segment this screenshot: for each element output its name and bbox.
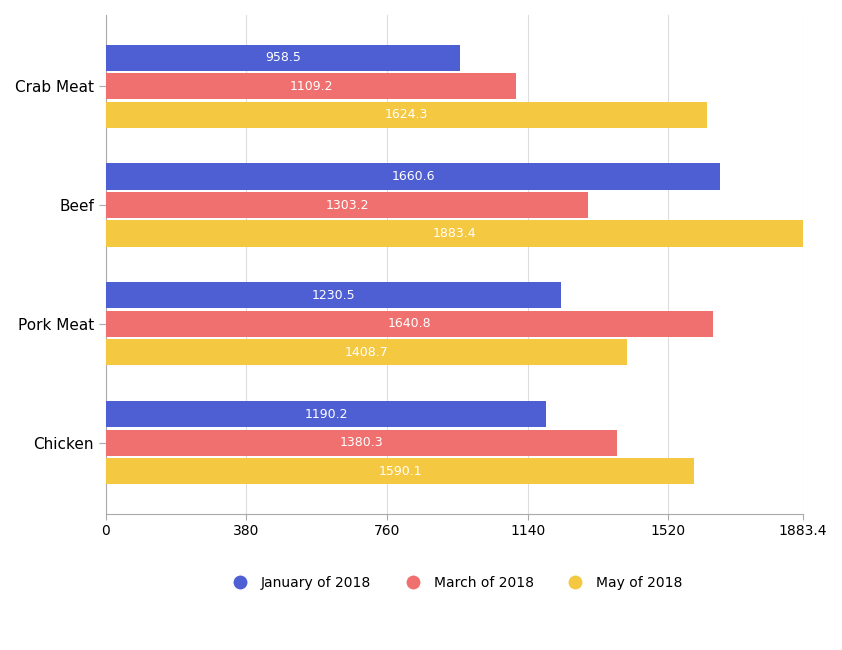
Text: 1590.1: 1590.1 [378,465,422,478]
Bar [106,401,546,427]
Bar [106,192,588,218]
Text: 1190.2: 1190.2 [304,408,348,421]
Text: 1380.3: 1380.3 [339,436,383,449]
Text: 1660.6: 1660.6 [392,170,434,183]
Bar [106,101,707,128]
Text: 958.5: 958.5 [265,51,301,64]
Bar [106,73,516,99]
Text: 1109.2: 1109.2 [290,80,333,93]
Bar [106,430,616,456]
Bar [106,282,561,308]
Text: 1883.4: 1883.4 [433,227,476,240]
Legend: January of 2018, March of 2018, May of 2018: January of 2018, March of 2018, May of 2… [221,571,688,596]
Bar [106,220,802,246]
Text: 1640.8: 1640.8 [387,317,431,330]
Bar [106,458,694,484]
Bar [106,164,720,190]
Text: 1624.3: 1624.3 [385,109,428,122]
Text: 1230.5: 1230.5 [312,289,355,302]
Bar [106,311,713,337]
Bar [106,339,627,365]
Bar [106,45,461,71]
Text: 1303.2: 1303.2 [325,198,369,211]
Text: 1408.7: 1408.7 [344,346,388,359]
